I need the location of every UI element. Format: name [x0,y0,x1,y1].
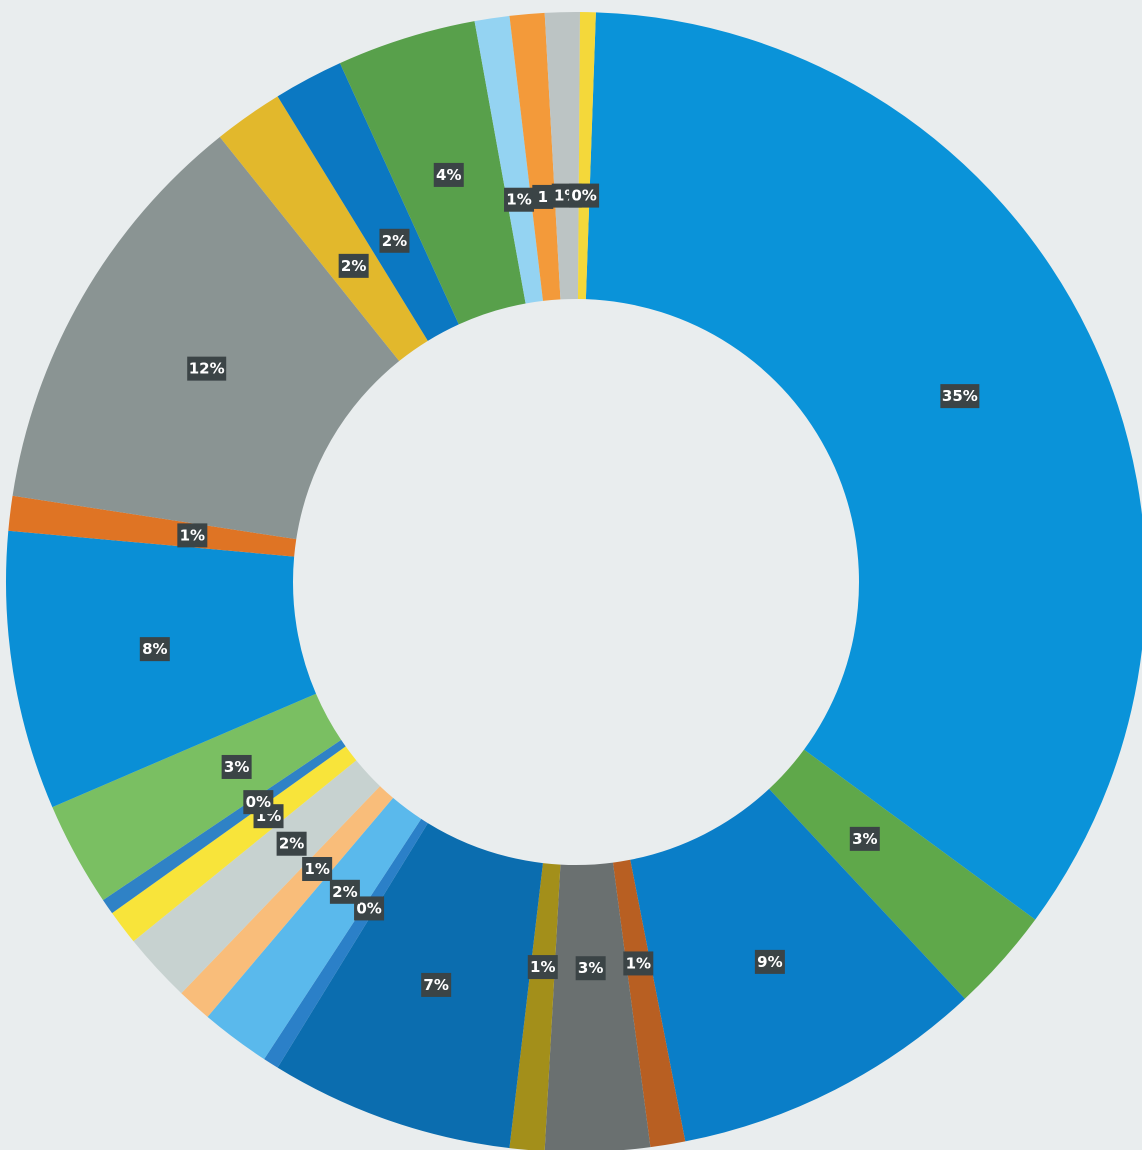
data-label-17: 2% [338,253,369,278]
donut-slice-22 [544,11,580,300]
data-label-text-0: 35% [942,387,978,405]
data-label-3: 1% [623,951,654,976]
data-label-15: 1% [177,523,208,548]
donut-slice-16 [12,136,400,540]
data-label-5: 1% [527,955,558,980]
donut-slice-21 [509,12,561,301]
data-label-text-4: 3% [578,959,603,977]
data-label-text-3: 1% [626,954,651,972]
data-label-18: 2% [379,228,410,253]
donut-slice-11 [112,746,357,942]
data-label-text-13: 3% [224,758,249,776]
data-label-10: 2% [276,831,307,856]
data-label-4: 3% [575,956,606,981]
data-label-0: 35% [940,384,980,409]
donut-slice-14 [5,530,317,808]
data-label-19: 4% [433,162,464,187]
data-label-text-21: 1 [538,188,548,206]
data-label-text-6: 7% [423,976,448,994]
data-label-20: 1% [504,187,535,212]
donut-slice-8 [207,797,422,1060]
data-label-6: 7% [421,972,452,997]
donut-slice-2 [630,788,965,1142]
donut-slice-23 [577,12,596,300]
data-label-text-20: 1% [506,191,531,209]
data-label-text-15: 1% [180,526,205,544]
data-label-text-5: 1% [530,958,555,976]
data-label-text-9: 1% [304,860,329,878]
donut-slice-6 [277,823,543,1149]
data-label-21: 1 [532,184,554,209]
donut-slice-10 [133,760,381,994]
data-label-text-2: 9% [757,953,782,971]
donut-slice-15 [8,495,297,557]
donut-slice-19 [339,21,526,325]
data-label-23: 0% [569,183,600,208]
donut-slice-0 [585,12,1142,920]
data-label-13: 3% [221,754,252,779]
donut-slice-17 [219,96,428,362]
data-label-text-17: 2% [341,257,366,275]
data-label-14: 8% [139,637,170,662]
donut-slice-7 [264,818,428,1068]
donut-slice-5 [509,863,561,1150]
data-label-2: 9% [754,949,785,974]
data-label-8: 2% [329,879,360,904]
donut-slice-20 [474,15,543,304]
donut-slice-3 [612,859,686,1148]
data-label-9: 1% [302,857,333,882]
data-label-text-12: 0% [246,793,271,811]
data-label-text-14: 8% [142,640,167,658]
donut-slice-12 [103,739,346,914]
donut-labels: 35%3%9%1%3%1%7%0%2%1%2%1%0%3%8%1%12%2%2%… [139,162,980,997]
data-label-text-23: 0% [571,187,596,205]
donut-slice-1 [769,749,1036,999]
data-label-text-16: 12% [189,360,225,378]
data-label-text-19: 4% [436,166,461,184]
data-label-1: 3% [849,826,880,851]
data-label-text-8: 2% [332,883,357,901]
data-label-text-18: 2% [382,232,407,250]
data-label-12: 0% [243,790,274,815]
donut-slice-18 [277,63,459,341]
donut-slice-9 [181,786,394,1017]
data-label-text-7: 0% [356,899,381,917]
data-label-16: 12% [187,356,227,381]
data-label-text-10: 2% [279,835,304,853]
donut-slices [5,11,1142,1150]
donut-slice-4 [544,862,651,1150]
data-label-text-1: 3% [852,830,877,848]
donut-slice-13 [52,693,342,901]
